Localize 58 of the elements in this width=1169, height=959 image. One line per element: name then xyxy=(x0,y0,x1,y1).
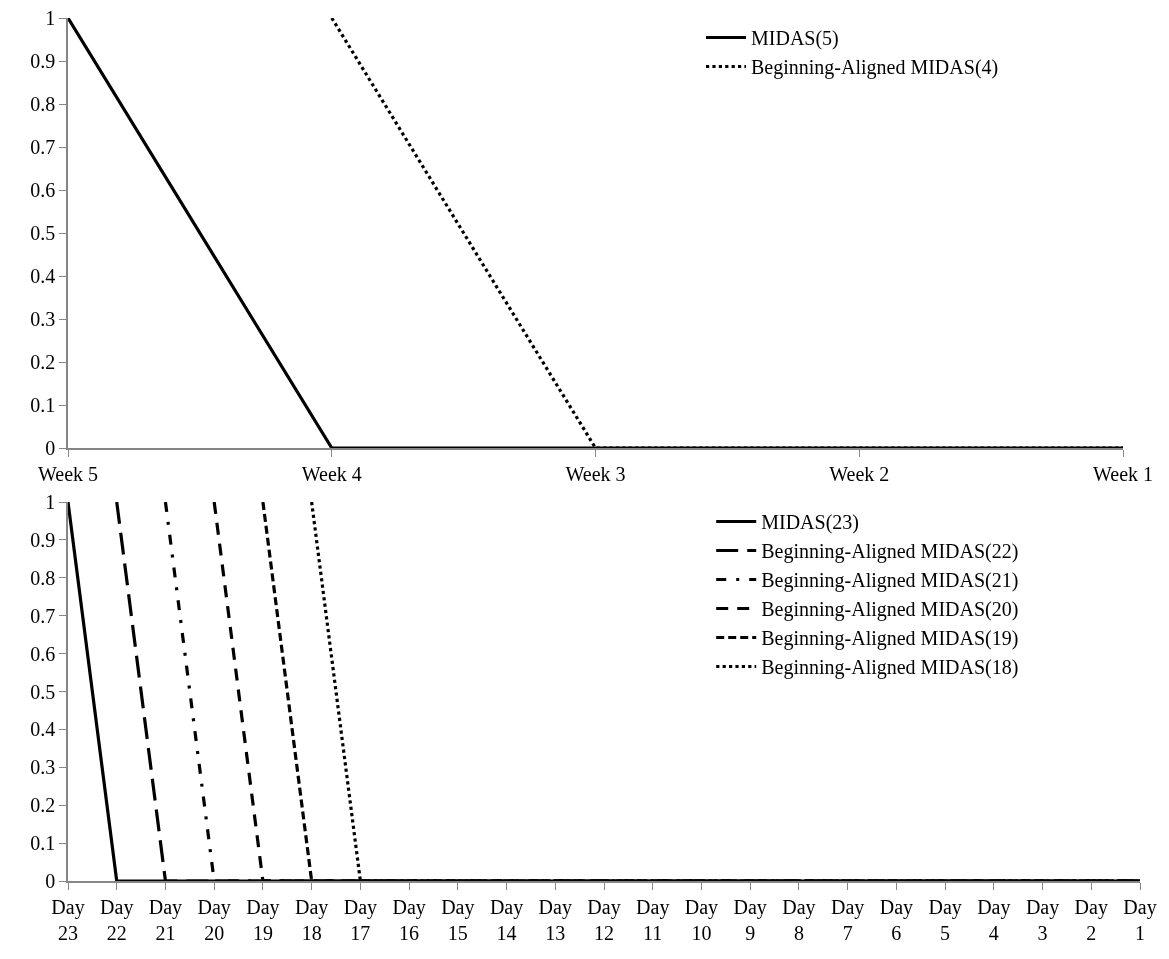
x-tick-label: Day 22 xyxy=(100,895,134,944)
x-tick-label: Week 3 xyxy=(565,462,626,485)
x-tick-label: Week 5 xyxy=(37,462,99,485)
legend-label: Beginning-Aligned MIDAS(18) xyxy=(761,656,1019,680)
x-tick-label: Day 11 xyxy=(636,895,670,944)
y-tick-label: 0.1 xyxy=(30,832,56,855)
legend-label: Beginning-Aligned MIDAS(22) xyxy=(761,540,1019,564)
y-tick-label: 0.5 xyxy=(30,222,56,244)
x-tick-label: Day 20 xyxy=(197,895,231,944)
x-tick-label: Day 15 xyxy=(441,895,475,944)
x-tick-label: Day 14 xyxy=(489,895,524,944)
x-tick-label: Week 4 xyxy=(301,462,362,485)
y-tick-label: 0.6 xyxy=(30,179,56,201)
x-tick-label: Day 12 xyxy=(587,895,621,944)
legend-label: Beginning-Aligned MIDAS(20) xyxy=(761,598,1019,622)
x-tick-label: Day 2 xyxy=(1074,895,1108,944)
y-tick-label: 0 xyxy=(45,437,56,459)
y-tick-label: 0.4 xyxy=(30,718,56,741)
x-tick-label: Day 13 xyxy=(538,895,572,944)
x-tick-label: Day 6 xyxy=(879,895,914,944)
x-tick-label: Day 10 xyxy=(684,895,719,944)
x-tick-label: Day 9 xyxy=(733,895,767,944)
y-tick-label: 0.3 xyxy=(30,756,56,779)
y-tick-label: 0.3 xyxy=(30,308,56,330)
y-tick-label: 0.6 xyxy=(30,642,56,665)
legend-label: MIDAS(5) xyxy=(751,27,839,51)
y-tick-label: 0.2 xyxy=(30,794,56,817)
legend-label: Beginning-Aligned MIDAS(4) xyxy=(751,56,999,80)
x-tick-label: Day 1 xyxy=(1123,895,1157,944)
y-tick-label: 0.8 xyxy=(30,93,56,115)
x-tick-label: Day 21 xyxy=(148,895,183,944)
x-tick-label: Day 18 xyxy=(294,895,329,944)
x-tick-label: Day 16 xyxy=(392,895,426,944)
legend-label: Beginning-Aligned MIDAS(19) xyxy=(761,627,1019,651)
y-tick-label: 0.2 xyxy=(30,351,56,373)
x-tick-label: Day 5 xyxy=(928,895,962,944)
x-tick-label: Day 7 xyxy=(830,895,865,944)
x-tick-label: Day 23 xyxy=(51,895,85,944)
x-tick-label: Day 3 xyxy=(1025,895,1060,944)
x-tick-label: Day 19 xyxy=(246,895,280,944)
x-tick-label: Day 17 xyxy=(343,895,378,944)
y-tick-label: 0.4 xyxy=(30,265,56,287)
y-tick-label: 0.7 xyxy=(30,136,56,158)
x-tick-label: Week 1 xyxy=(1092,462,1154,485)
legend-label: MIDAS(23) xyxy=(761,511,859,535)
x-tick-label: Day 4 xyxy=(977,895,1011,944)
y-tick-label: 1 xyxy=(45,491,56,513)
y-tick-label: 0.8 xyxy=(30,566,56,589)
y-tick-label: 0.9 xyxy=(30,528,56,551)
y-tick-label: 1 xyxy=(45,7,56,29)
y-tick-label: 0.7 xyxy=(30,604,56,627)
y-tick-label: 0.5 xyxy=(30,680,56,703)
legend-label: Beginning-Aligned MIDAS(21) xyxy=(761,569,1019,593)
x-tick-label: Day 8 xyxy=(782,895,816,944)
y-tick-label: 0.1 xyxy=(30,394,56,416)
y-tick-label: 0.9 xyxy=(30,50,56,72)
x-tick-label: Week 2 xyxy=(829,462,890,485)
y-tick-label: 0 xyxy=(45,870,56,892)
